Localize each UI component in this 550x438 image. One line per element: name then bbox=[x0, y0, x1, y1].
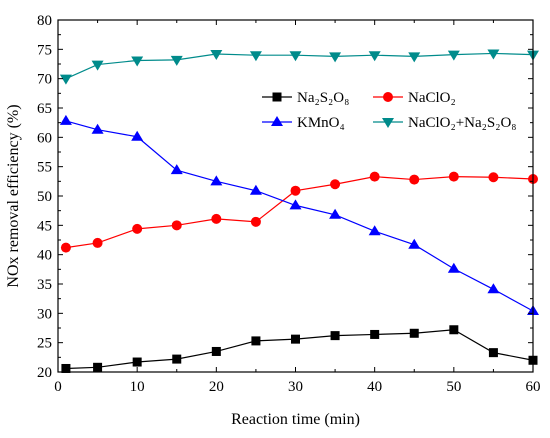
legend-item: KMnO₄ bbox=[262, 115, 345, 131]
legend-label: NaClO₂+Na₂S₂O₈ bbox=[408, 115, 517, 131]
data-point bbox=[92, 237, 103, 248]
plot-frame bbox=[57, 19, 534, 373]
legend-marker bbox=[271, 116, 283, 126]
series-line bbox=[65, 120, 534, 312]
data-point bbox=[408, 238, 421, 249]
data-point bbox=[132, 357, 142, 367]
data-point bbox=[132, 223, 143, 234]
legend-label: NaClO₂ bbox=[408, 90, 456, 106]
data-point bbox=[251, 336, 261, 346]
data-point bbox=[131, 130, 144, 141]
y-tick-label: 25 bbox=[37, 336, 52, 352]
data-point bbox=[59, 74, 72, 85]
data-point bbox=[171, 220, 182, 231]
series-1 bbox=[60, 171, 538, 253]
x-tick-label: 40 bbox=[367, 379, 382, 395]
data-point bbox=[330, 179, 341, 190]
data-point bbox=[487, 49, 500, 60]
y-tick-label: 55 bbox=[37, 160, 52, 176]
y-axis-title: NOx removal efficiency (%) bbox=[5, 104, 22, 287]
legend-marker bbox=[272, 92, 282, 102]
data-point bbox=[93, 362, 103, 372]
data-point bbox=[290, 185, 301, 196]
data-point bbox=[210, 175, 223, 186]
x-tick-label: 60 bbox=[526, 379, 541, 395]
data-point bbox=[61, 363, 71, 373]
data-point bbox=[329, 52, 342, 63]
series-line bbox=[65, 176, 534, 249]
data-point bbox=[448, 171, 459, 182]
axes: 20 25 30 35 40 45 50 55 60 65 70 75 80 0 10 20 30 40 50 60 bbox=[37, 13, 541, 395]
data-point bbox=[447, 262, 460, 273]
data-point bbox=[447, 50, 460, 61]
data-point bbox=[210, 50, 223, 61]
data-point bbox=[249, 51, 262, 62]
data-point bbox=[131, 56, 144, 67]
data-point bbox=[91, 123, 104, 134]
data-point bbox=[170, 55, 183, 66]
data-point bbox=[60, 242, 71, 253]
data-point bbox=[289, 51, 302, 62]
y-tick-label: 60 bbox=[37, 130, 52, 146]
data-point bbox=[370, 329, 380, 339]
x-tick-label: 50 bbox=[446, 379, 461, 395]
y-tick-label: 75 bbox=[37, 42, 52, 58]
legend-marker bbox=[383, 92, 393, 102]
legend-marker bbox=[382, 118, 394, 128]
legend-item: NaClO₂+Na₂S₂O₈ bbox=[373, 115, 517, 131]
data-point bbox=[368, 225, 381, 236]
data-point bbox=[409, 174, 420, 185]
y-tick-label: 65 bbox=[37, 101, 52, 117]
data-point bbox=[369, 171, 380, 182]
data-point bbox=[211, 213, 222, 224]
data-point bbox=[449, 325, 459, 335]
x-axis-title: Reaction time (min) bbox=[231, 411, 360, 428]
y-tick-label: 40 bbox=[37, 248, 52, 264]
legend-item: NaClO₂ bbox=[373, 90, 456, 106]
y-tick-label: 20 bbox=[37, 365, 52, 381]
data-point bbox=[91, 60, 104, 71]
legend-item: Na₂S₂O₈ bbox=[262, 90, 349, 106]
legend-label: Na₂S₂O₈ bbox=[297, 90, 349, 106]
x-tick-label: 10 bbox=[130, 379, 145, 395]
data-point bbox=[488, 348, 498, 358]
legend-label: KMnO₄ bbox=[297, 115, 345, 131]
data-point bbox=[329, 208, 342, 219]
y-tick-label: 45 bbox=[37, 218, 52, 234]
data-point bbox=[330, 331, 340, 341]
y-tick-label: 70 bbox=[37, 72, 52, 88]
x-tick-label: 20 bbox=[209, 379, 224, 395]
data-point bbox=[172, 354, 182, 364]
y-tick-label: 30 bbox=[37, 306, 52, 322]
series-2 bbox=[59, 114, 539, 315]
y-tick-label: 80 bbox=[37, 13, 52, 29]
data-point bbox=[211, 346, 221, 356]
data-point bbox=[291, 334, 300, 344]
y-tick-label: 50 bbox=[37, 189, 52, 205]
legend: Na₂S₂O₈ NaClO₂ KMnO₄ NaClO₂+Na₂S₂O₈ bbox=[262, 90, 517, 131]
data-point bbox=[488, 172, 499, 183]
x-tick-label: 30 bbox=[288, 379, 303, 395]
data-point bbox=[487, 283, 500, 294]
data-point bbox=[289, 199, 302, 210]
data-point bbox=[408, 52, 421, 63]
data-point bbox=[59, 114, 72, 125]
data-point bbox=[170, 164, 183, 175]
y-tick-label: 35 bbox=[37, 277, 52, 293]
data-point bbox=[409, 328, 419, 338]
data-point bbox=[249, 184, 262, 195]
data-point bbox=[250, 216, 261, 227]
series-0 bbox=[61, 325, 538, 373]
series-3 bbox=[59, 49, 539, 85]
x-tick-label: 0 bbox=[54, 379, 62, 395]
data-point bbox=[368, 51, 381, 62]
